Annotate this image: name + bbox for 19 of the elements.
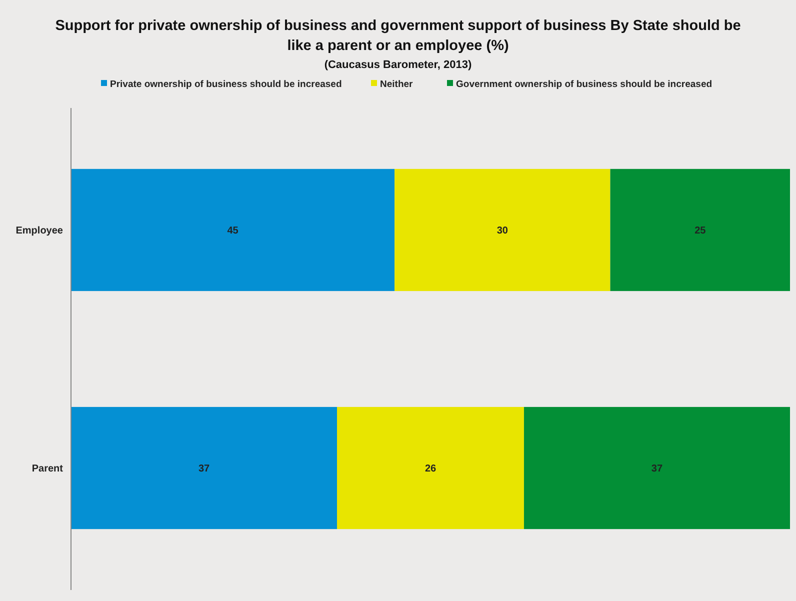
data-label: 37 bbox=[198, 464, 210, 475]
chart-subtitle: (Caucasus Barometer, 2013) bbox=[324, 59, 472, 71]
data-label: 25 bbox=[694, 225, 706, 236]
legend-label: Neither bbox=[380, 79, 414, 90]
data-label: 26 bbox=[424, 464, 436, 475]
bar bbox=[610, 168, 790, 292]
legend-label: Private ownership of business should be increased bbox=[110, 79, 342, 90]
bar bbox=[71, 168, 395, 292]
data-label: 37 bbox=[651, 464, 663, 475]
bar bbox=[524, 406, 790, 530]
chart-title: Support for private ownership of business and government support of business By State should be like a parent or an employee (%) bbox=[55, 18, 741, 54]
y-tick-label: Employee bbox=[16, 225, 64, 236]
data-label: 45 bbox=[227, 225, 239, 236]
bar bbox=[71, 406, 338, 530]
bar bbox=[394, 168, 610, 292]
y-tick-label: Parent bbox=[32, 464, 64, 475]
bar bbox=[337, 406, 524, 530]
legend-label: Government ownership of business should be increased bbox=[456, 79, 712, 90]
data-label: 30 bbox=[496, 225, 508, 236]
